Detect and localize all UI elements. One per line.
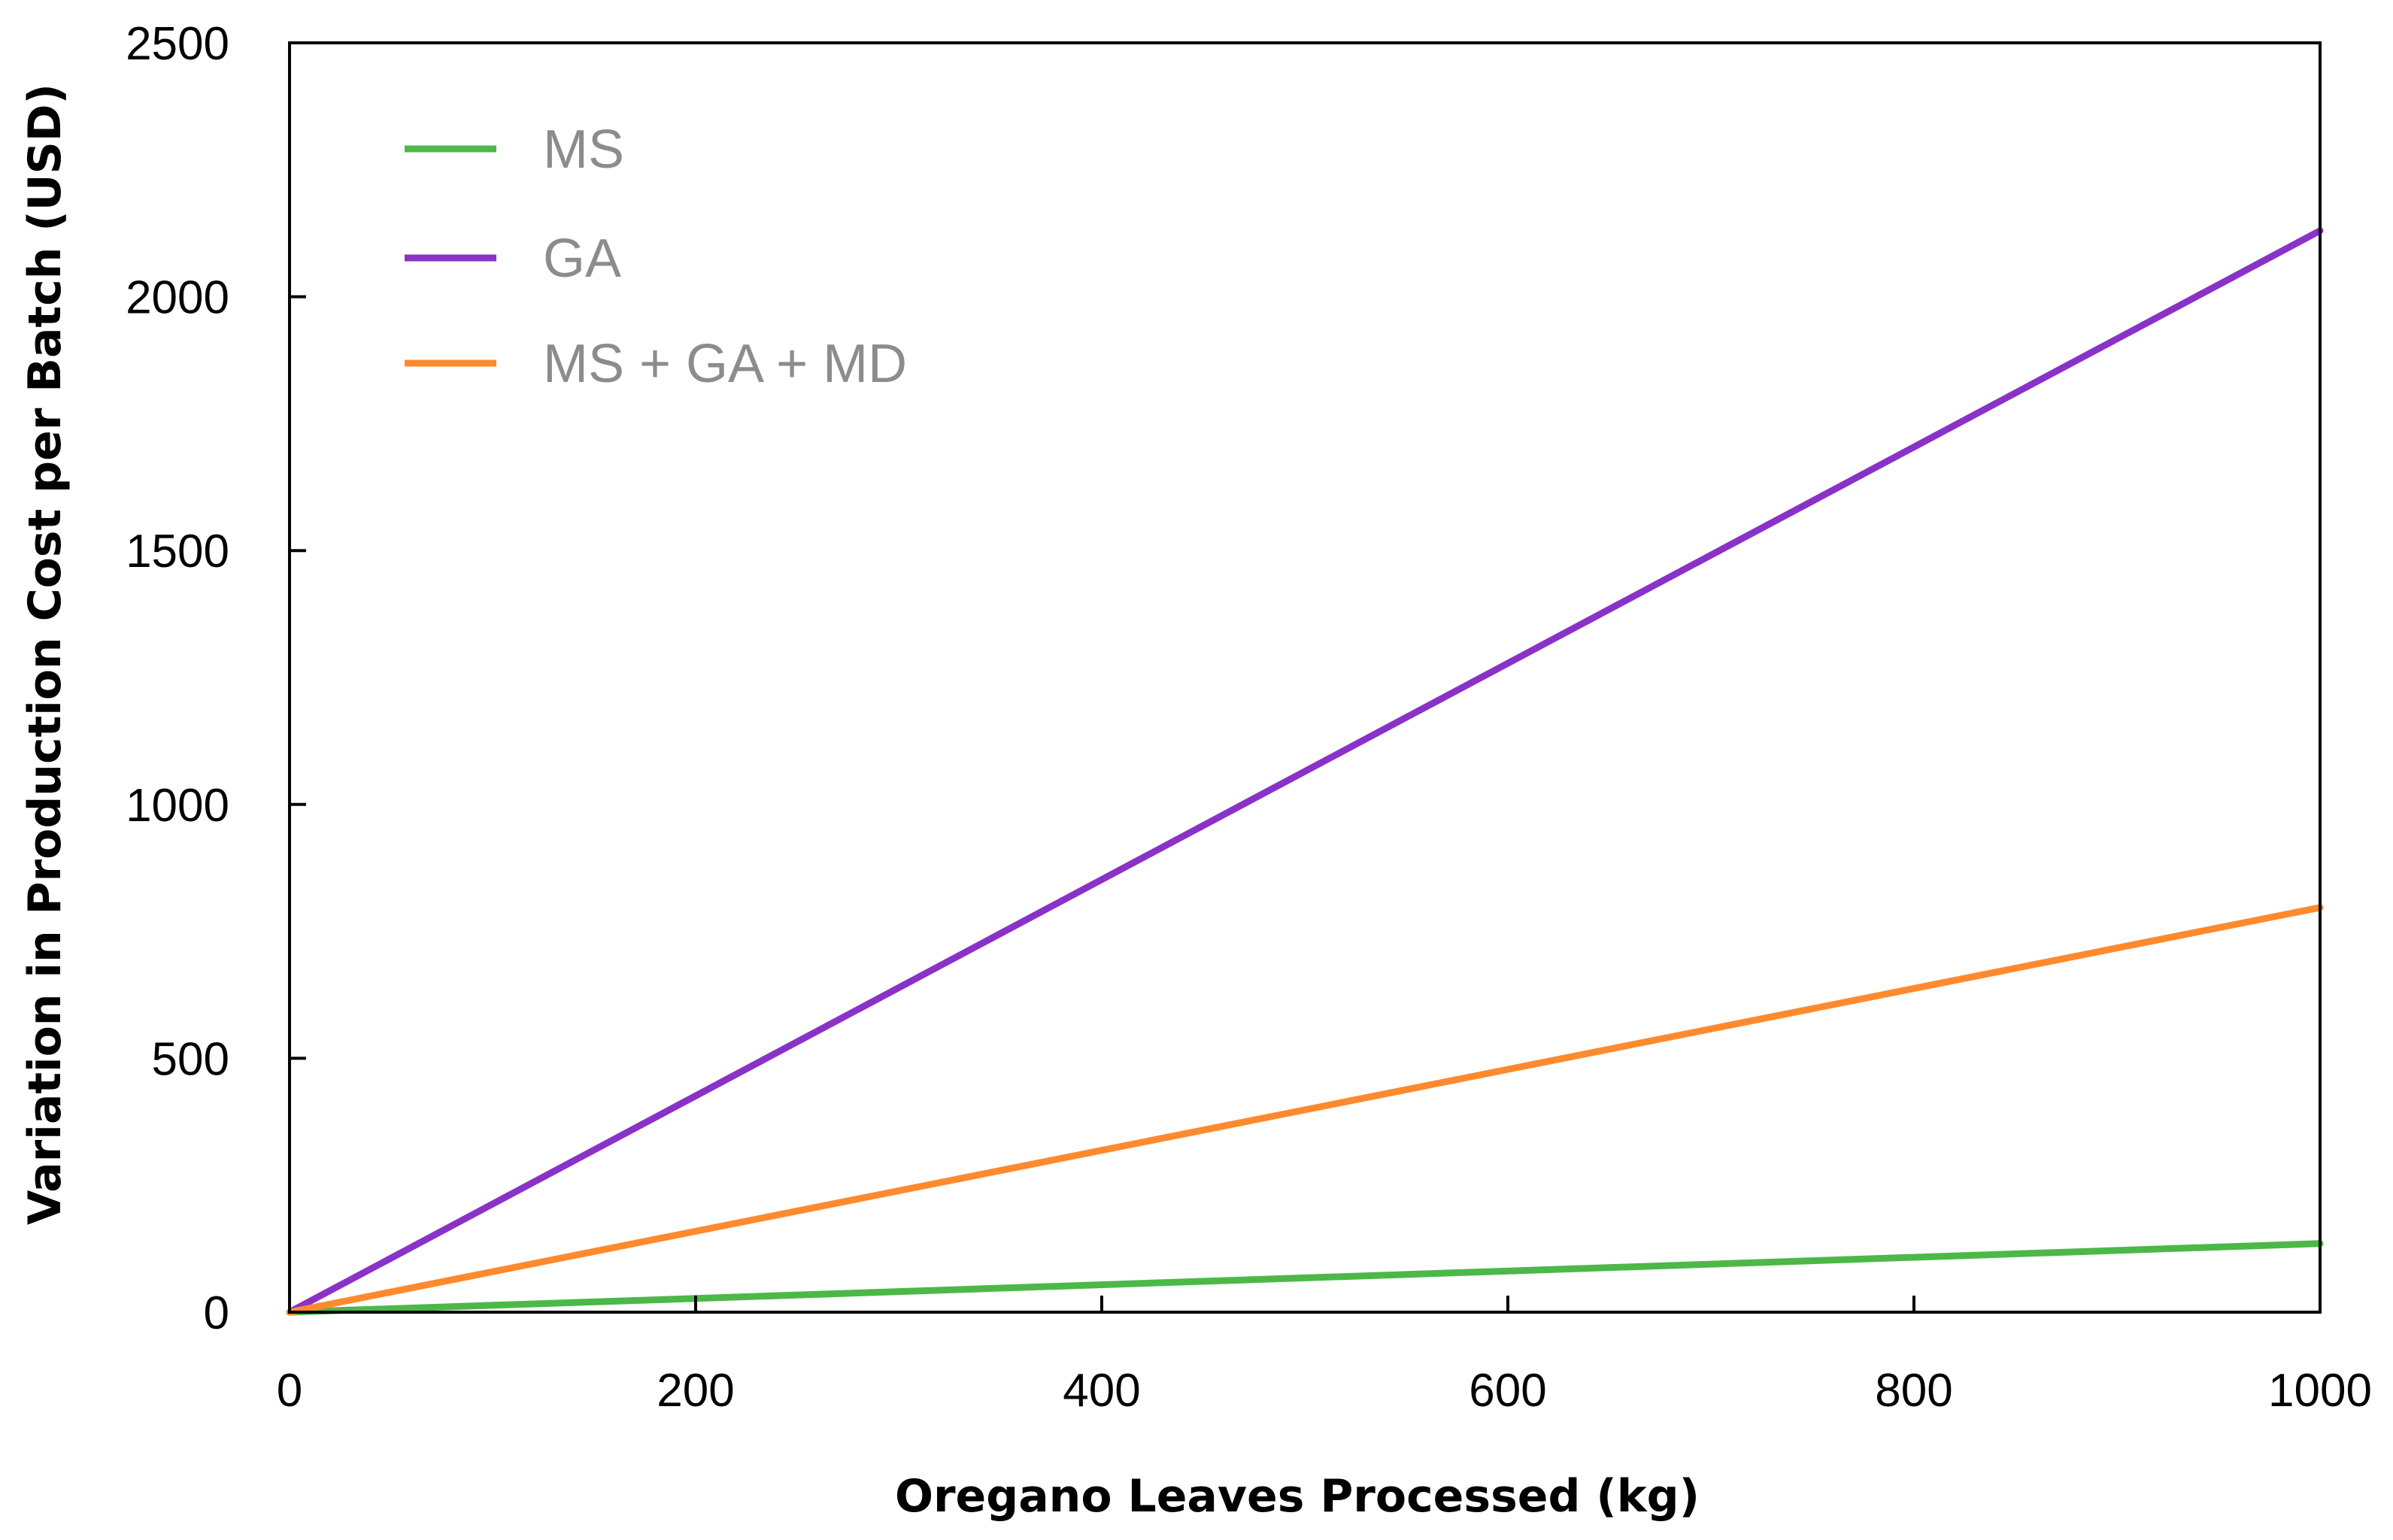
x-tick-label: 1000 [2268, 1365, 2372, 1417]
y-tick-label: 500 [152, 1033, 229, 1085]
x-tick-label: 800 [1875, 1365, 1952, 1417]
x-axis-title: Oregano Leaves Processed (kg) [895, 1470, 1700, 1523]
plot-background [290, 43, 2320, 1312]
legend-label-ms: MS [543, 120, 624, 180]
legend: MS GA MS + GA + MD [405, 120, 907, 394]
legend-label-ga: GA [543, 229, 621, 289]
x-tick-label: 0 [277, 1365, 302, 1417]
x-tick-label: 600 [1469, 1365, 1546, 1417]
series-lines [286, 227, 2324, 1316]
legend-item-ms-ga-md: MS + GA + MD [405, 334, 907, 394]
y-tick-label: 0 [204, 1287, 229, 1339]
y-tick-label: 1000 [126, 780, 229, 832]
x-tick-label: 200 [657, 1365, 734, 1417]
y-tick-label: 1500 [126, 526, 229, 578]
plot-frame [288, 41, 2322, 1314]
plot-area [290, 43, 2320, 1312]
y-tick-label: 2500 [126, 18, 229, 70]
legend-item-ga: GA [405, 229, 621, 289]
y-axis-title: Variation in Production Cost per Batch (… [19, 83, 71, 1225]
legend-label-ms-ga-md: MS + GA + MD [543, 334, 907, 394]
x-tick-label: 400 [1063, 1365, 1140, 1417]
y-tick-label: 2000 [126, 272, 229, 324]
series-line-ms-ga-md [286, 904, 2324, 1316]
legend-item-ms: MS [405, 120, 624, 180]
series-line-ga [286, 227, 2324, 1316]
series-line-ms [286, 1240, 2324, 1316]
axes: 0 200 400 600 800 1000 0 500 1000 1500 2000 2500 [126, 18, 2372, 1417]
